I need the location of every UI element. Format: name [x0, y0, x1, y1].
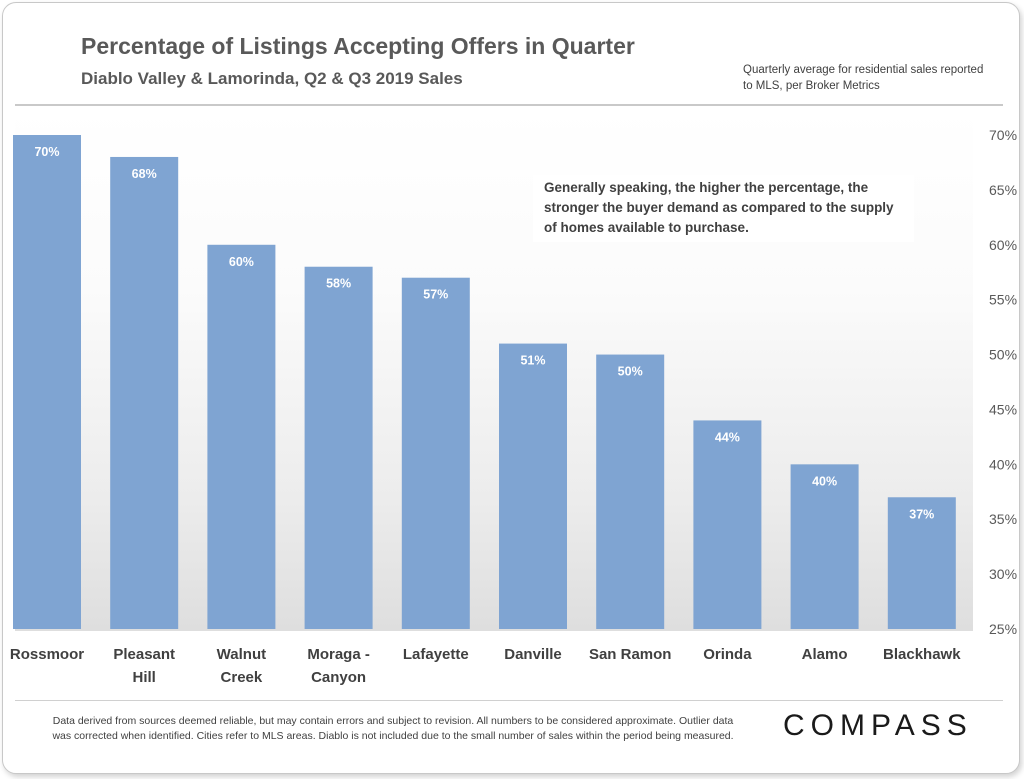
category-label: Canyon [311, 669, 366, 686]
bar-data-label: 57% [423, 288, 448, 302]
bar-data-label: 58% [326, 277, 351, 291]
bar [887, 497, 956, 629]
bar-data-label: 60% [229, 255, 254, 269]
bar [207, 244, 276, 629]
footer-divider [15, 700, 1003, 701]
bar-data-label: 44% [715, 430, 740, 444]
disclaimer-text: Data derived from sources deemed reliabl… [52, 715, 734, 742]
category-label: Blackhawk [883, 646, 961, 663]
y-tick-label: 45% [989, 401, 1017, 417]
category-label: Orinda [703, 646, 752, 663]
bar-chart: 25% 30% 35% 40% 45% 50% 55% 60% 65% 70% 70% Rossmoo… [10, 127, 1017, 686]
y-tick-label: 35% [989, 511, 1017, 527]
source-note: Quarterly average for residential sales … [743, 64, 984, 92]
y-tick-label: 70% [989, 127, 1017, 143]
category-label: Lafayette [403, 646, 469, 663]
y-tick-label: 65% [989, 182, 1017, 198]
y-tick-label: 60% [989, 237, 1017, 253]
category-label: San Ramon [589, 646, 672, 663]
compass-logo: COMPASS [783, 709, 973, 742]
bar [401, 277, 470, 629]
bar [596, 354, 665, 629]
y-tick-label: 40% [989, 456, 1017, 472]
header-divider [15, 104, 1003, 106]
bar-data-label: 50% [618, 365, 643, 379]
bar [110, 156, 179, 629]
category-label: Pleasant [113, 646, 175, 663]
bar [499, 343, 567, 629]
bar-data-label: 40% [812, 474, 837, 488]
category-label: Moraga - [307, 646, 370, 663]
bar [790, 464, 859, 629]
bar-data-label: 51% [520, 354, 545, 368]
category-label: Walnut [217, 646, 266, 663]
bar-data-label: 70% [34, 145, 59, 159]
bar [304, 266, 373, 629]
bar-data-label: 37% [909, 507, 934, 521]
chart-subtitle: Diablo Valley & Lamorinda, Q2 & Q3 2019 … [81, 69, 463, 88]
y-tick-label: 55% [989, 292, 1017, 308]
y-tick-label: 30% [989, 566, 1017, 582]
category-label: Alamo [802, 646, 848, 663]
category-label: Danville [504, 646, 562, 663]
bar [693, 420, 762, 629]
bar-data-label: 68% [132, 167, 157, 181]
chart-annotation: Generally speaking, the higher the perce… [533, 175, 914, 242]
category-label: Hill [133, 669, 156, 686]
y-tick-label: 25% [989, 621, 1017, 637]
category-label: Creek [221, 669, 263, 686]
bar [13, 135, 81, 629]
chart-title: Percentage of Listings Accepting Offers … [81, 33, 635, 59]
category-label: Rossmoor [10, 646, 84, 663]
y-tick-label: 50% [989, 347, 1017, 363]
